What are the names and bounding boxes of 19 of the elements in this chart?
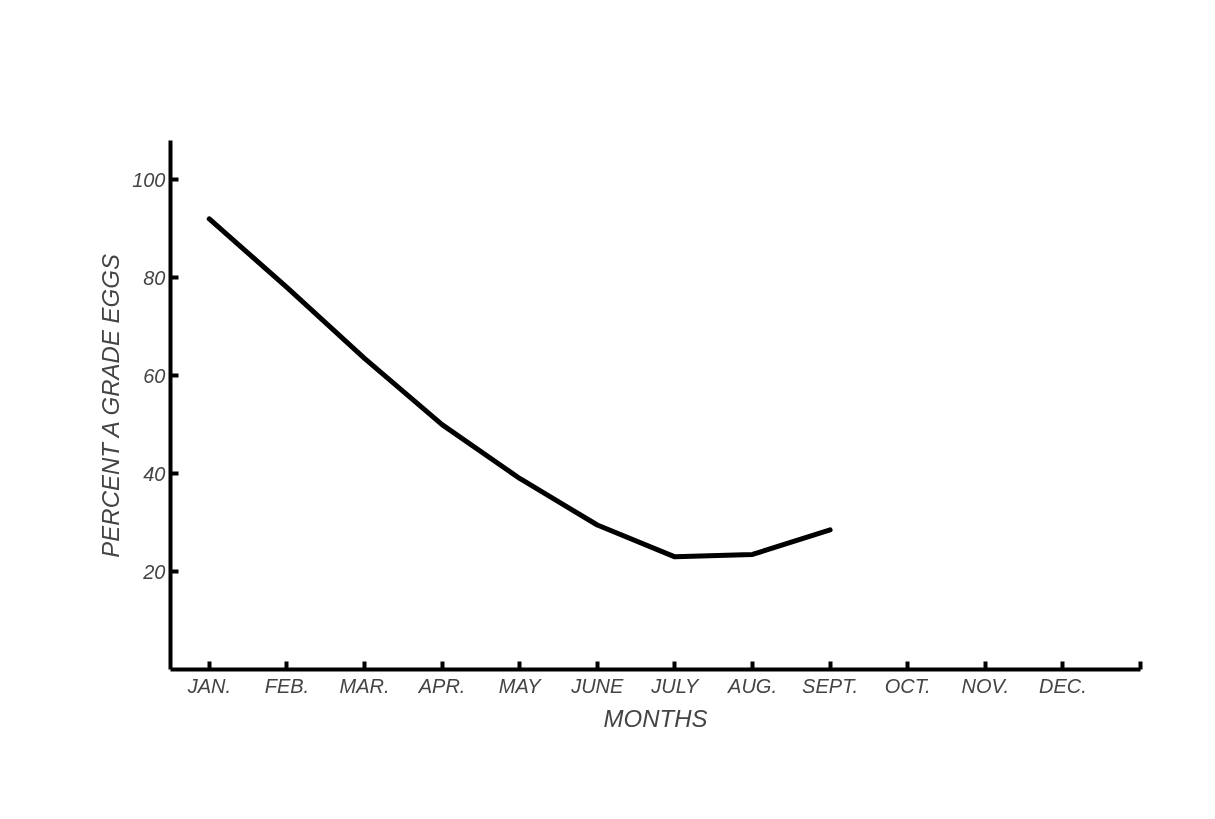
x-tick-label: APR. [417, 674, 466, 697]
y-tick-label: 40 [143, 462, 166, 485]
x-tick-label: DEC. [1039, 674, 1087, 697]
x-tick-label: NOV. [961, 674, 1010, 697]
x-tick-label: OCT. [884, 674, 931, 697]
x-axis-title: MONTHS [603, 704, 708, 732]
x-tick-label: FEB. [264, 674, 310, 697]
x-tick-label: SEPT. [802, 674, 859, 697]
y-tick-label: 20 [142, 560, 166, 583]
y-tick-label: 100 [132, 168, 166, 191]
y-tick-label: 80 [143, 266, 166, 289]
x-tick-label: MAY [498, 674, 543, 697]
x-tick-label: JUNE [570, 674, 625, 697]
x-tick-label: MAR. [339, 674, 390, 697]
x-tick-label: JULY [650, 674, 701, 697]
y-tick-label: 60 [143, 364, 166, 387]
x-tick-label: AUG. [727, 674, 777, 697]
y-axis-title: PERCENT A GRADE EGGS [97, 254, 125, 558]
x-tick-label: JAN. [186, 674, 231, 697]
